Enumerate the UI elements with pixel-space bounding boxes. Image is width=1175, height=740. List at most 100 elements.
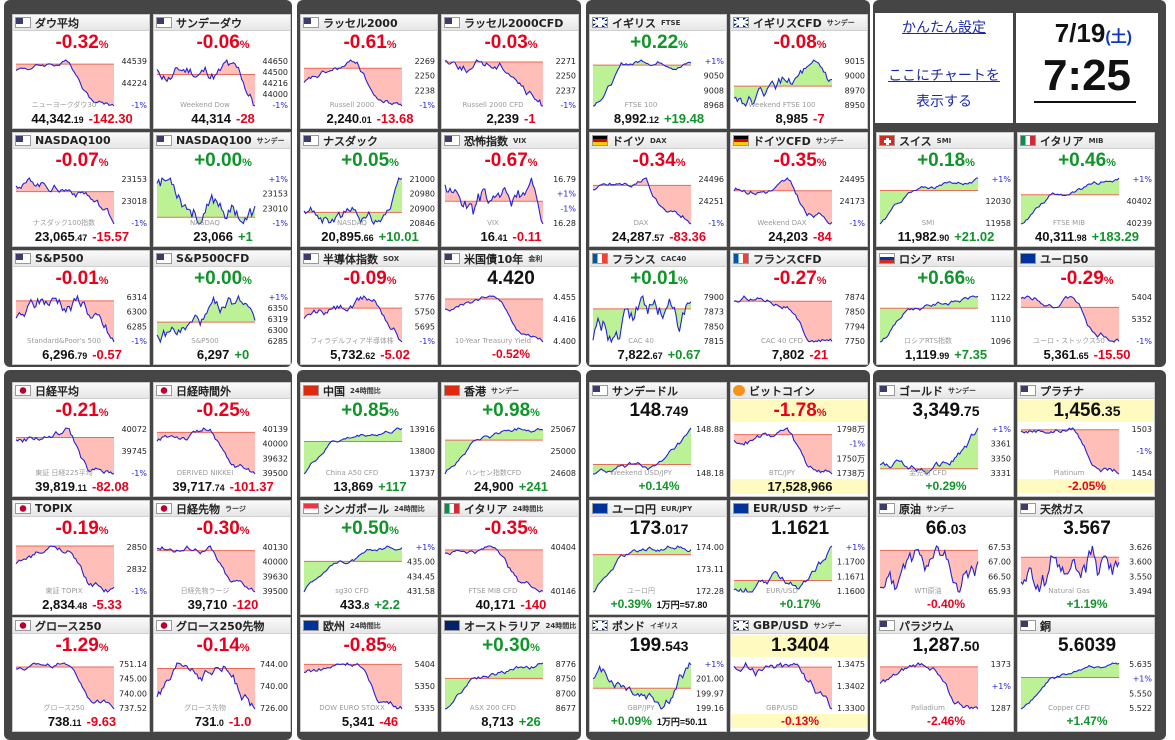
- market-card[interactable]: 銅 5.6039 Copper CFD 5.635 +1% 5.550 5.522 +1.47…: [1017, 617, 1155, 732]
- market-card[interactable]: EUR/USD サンデー 1.1621 EUR/USD +1% 1.1700 1.1671 1…: [730, 500, 868, 615]
- primary-main: -0.25: [196, 400, 240, 421]
- market-card[interactable]: ドイツ DAX -0.34% DAX 24496 24251 -1% 24,287.57 -83…: [589, 132, 727, 247]
- market-card[interactable]: 米国債10年 金利 4.420 10-Year Treasury Yield 4.455…: [441, 250, 579, 365]
- chart-line: [444, 545, 544, 593]
- market-card[interactable]: サンデーダウ -0.06% Weekend Dow 44650 44500 44216 44…: [153, 14, 291, 129]
- card-change: -0.52%: [442, 347, 578, 361]
- card-name: 日経平均: [35, 384, 79, 398]
- primary-main: 173: [629, 518, 662, 539]
- market-card[interactable]: ナスダック +0.05% NASDAQ 21000 20980 20900 20846 20,…: [300, 132, 438, 247]
- chart-axis-label: 9008: [704, 86, 724, 95]
- price-main: 20,895: [321, 229, 362, 244]
- primary-decimals: .749: [661, 403, 689, 419]
- market-card[interactable]: ラッセル2000CFD -0.03% Russell 2000 CFD 2271 225…: [441, 14, 579, 129]
- card-primary-value: -0.19%: [13, 518, 149, 540]
- chart-axis-label: 25000: [551, 447, 576, 456]
- market-card[interactable]: シンガポール 24時間比 +0.50% sg30 CFD +1% 435.00 434.45…: [300, 500, 438, 615]
- market-card[interactable]: ラッセル2000 -0.61% Russell 2000 2269 2250 2238 -1…: [300, 14, 438, 129]
- card-primary-value: +0.18%: [877, 150, 1013, 172]
- card-primary-value: +0.85%: [301, 400, 437, 422]
- market-card[interactable]: 日経先物 ラージ -0.30% 日経先物ラージ 40130 40000 39630 39500…: [153, 500, 291, 615]
- chart-axis-label: 3.600: [1129, 558, 1152, 567]
- market-card[interactable]: イギリスCFD サンデー -0.08% Weekend FTSE 100 9015 900…: [730, 14, 868, 129]
- market-card[interactable]: イタリア 24時間比 -0.35% FTSE MIB CFD 40404 40146 40,…: [441, 500, 579, 615]
- chart-axis-label: 6285: [127, 322, 147, 331]
- market-card[interactable]: 香港 サンデー +0.98% ハンセン指数CFD 25067 25000 24608 24,9…: [441, 382, 579, 497]
- card-primary-value: -0.85%: [301, 635, 437, 657]
- chart-line: [156, 427, 256, 475]
- chart-watermark: Weekend FTSE 100: [749, 101, 816, 109]
- market-card[interactable]: ビットコイン -1.78% BTC/JPY 1798万 -1% 1750万 1738万 17,…: [730, 382, 868, 497]
- change-value: +1.47%: [1066, 714, 1108, 728]
- card-primary-value: -0.32%: [13, 32, 149, 54]
- market-card[interactable]: NASDAQ100 サンデー +0.00% NASDAQ +1% 23153 23010 -1…: [153, 132, 291, 247]
- add-chart-line1: ここにチャートを: [888, 68, 1000, 84]
- chart-axis-label: -1%: [419, 101, 435, 110]
- market-card[interactable]: S&P500CFD +0.00% S&P500 +1% 6350 6319 6300 6285…: [153, 250, 291, 365]
- mini-chart: CAC 40 CFD 7874 7850 7794 7750: [733, 293, 865, 346]
- market-card[interactable]: 恐怖指数 VIX -0.67% VIX 16.79 +1% -1% 16.28 16.41 -0.…: [441, 132, 579, 247]
- card-header: 銅: [1018, 618, 1154, 634]
- price-main: 6,297: [196, 347, 230, 362]
- market-card[interactable]: プラチナ 1,456.35 Platinum 1503 -1% 1454 -2.05%: [1017, 382, 1155, 497]
- price-change: +21.02: [954, 229, 995, 244]
- market-card[interactable]: グロース250 -1.29% グロース250 751.14 745.00 740.00 73…: [12, 617, 150, 732]
- market-card[interactable]: NASDAQ100 -0.07% ナスダック100指数 23153 23018 -1% 23…: [12, 132, 150, 247]
- chart-axis-label: -1%: [131, 337, 147, 346]
- chart-axis-label: -1%: [708, 219, 724, 228]
- chart-axis-label: 744.00: [260, 660, 288, 669]
- market-card[interactable]: 日経平均 -0.21% 東証 日経225平均 40072 39745 -1% 39,819.…: [12, 382, 150, 497]
- card-primary-value: -0.07%: [13, 150, 149, 172]
- card-sub: SOX: [383, 254, 400, 263]
- market-card[interactable]: S&P500 -0.01% Standard&Poor's 500 6314 6300 6…: [12, 250, 150, 365]
- chart-axis-label: 435.00: [407, 558, 435, 567]
- chart-watermark: Weekend USD/JPY: [610, 469, 673, 477]
- price-main: 8,992: [613, 111, 647, 126]
- market-card[interactable]: フランスCFD -0.27% CAC 40 CFD 7874 7850 7794 7750 7…: [730, 250, 868, 365]
- us-flag-icon: [879, 620, 895, 631]
- market-card[interactable]: グロース250先物 -0.14% グロース先物 744.00 740.00 726.00 7…: [153, 617, 291, 732]
- market-card[interactable]: ドイツCFD サンデー -0.35% Weekend DAX 24495 24173 -1%…: [730, 132, 868, 247]
- add-chart-link[interactable]: ここにチャートを 表示する: [875, 65, 1013, 111]
- market-card[interactable]: パラジウム 1,287.50 Palladium 1373 +1% 1287 -2.46%: [876, 617, 1014, 732]
- change-value: +0.39%: [610, 597, 652, 611]
- card-header: 天然ガス: [1018, 501, 1154, 517]
- market-card[interactable]: イギリス FTSE +0.22% FTSE 100 +1% 9050 9008 8968 8,9…: [589, 14, 727, 129]
- market-card[interactable]: 中国 24時間比 +0.85% China A50 CFD 13916 13800 1373…: [300, 382, 438, 497]
- market-card[interactable]: ダウ平均 -0.32% ニューヨークダウ30 44539 44224 -1% 44,342.…: [12, 14, 150, 129]
- market-card[interactable]: GBP/USD サンデー 1.3404 GBP/USD 1.3475 1.3402 1.33…: [730, 617, 868, 732]
- card-name: イギリスCFD: [753, 16, 822, 30]
- chart-axis-label: 148.88: [696, 425, 724, 434]
- market-card[interactable]: オーストラリア 24時間比 +0.30% ASX 200 CFD 8776 8750 870…: [441, 617, 579, 732]
- market-card[interactable]: ポンド イギリス 199.543 GBP/JPY +1% 201.00 199.97 199.…: [589, 617, 727, 732]
- card-primary-value: -0.03%: [442, 32, 578, 54]
- market-card[interactable]: 天然ガス 3.567 Natural Gas 3.626 3.600 3.550 3.494…: [1017, 500, 1155, 615]
- market-card[interactable]: ロシア RTSI +0.66% ロシアRTS指数 1122 1110 1096 1,119.9…: [876, 250, 1014, 365]
- market-card[interactable]: 半導体指数 SOX -0.09% フィラデルフィア半導体株 5776 5750 5695 -1…: [300, 250, 438, 365]
- market-card[interactable]: ユーロ円 EUR/JPY 173.017 ユーロ円 174.00 173.11 172.28…: [589, 500, 727, 615]
- mini-chart: ナスダック100指数 23153 23018 -1%: [15, 175, 147, 228]
- market-card[interactable]: サンデードル 148.749 Weekend USD/JPY 148.88 148.18…: [589, 382, 727, 497]
- us-flag-icon: [592, 385, 608, 396]
- price-main: 731: [194, 714, 217, 729]
- market-card[interactable]: 原油 サンデー 66.03 WTI原油 67.53 67.00 66.50 65.93 -0.4…: [876, 500, 1014, 615]
- primary-suffix: %: [816, 275, 827, 287]
- market-card[interactable]: スイス SMI +0.18% SMI +1% 12030 11958 11,982.90 +21…: [876, 132, 1014, 247]
- market-card[interactable]: ゴールド サンデー 3,349.75 金先物 CFD +1% 3361 3350 3331 +0…: [876, 382, 1014, 497]
- chart-area: [734, 178, 832, 224]
- market-card[interactable]: イタリア MIB +0.46% FTSE MIB +1% 40402 40239 40,311…: [1017, 132, 1155, 247]
- market-card[interactable]: ユーロ50 -0.29% ユーロ・ストックス50 5404 5352 -1% 5,361.6…: [1017, 250, 1155, 365]
- chart-axis-label: 5695: [415, 322, 435, 331]
- chart-watermark: 金先物 CFD: [909, 468, 947, 477]
- simple-settings-link[interactable]: かんたん設定: [902, 20, 986, 36]
- chart-area: [880, 178, 978, 224]
- market-card[interactable]: 欧州 24時間比 -0.85% DOW EURO STOXX 5404 5350 5335 5…: [300, 617, 438, 732]
- card-sub: MIB: [1088, 136, 1104, 145]
- market-card[interactable]: TOPIX -0.19% 東証 TOPIX 2850 2832 -1% 2,834.48 -5…: [12, 500, 150, 615]
- price-change: -101.37: [229, 479, 274, 494]
- settings-box: かんたん設定 ここにチャートを 表示する: [875, 13, 1013, 123]
- market-card[interactable]: フランス CAC40 +0.01% CAC 40 7900 7873 7850 7815 7,8…: [589, 250, 727, 365]
- chart-area: [880, 296, 978, 342]
- primary-suffix: %: [965, 157, 975, 169]
- market-card[interactable]: 日経時間外 -0.25% DERIVED NIKKEI 40139 40000 39632…: [153, 382, 291, 497]
